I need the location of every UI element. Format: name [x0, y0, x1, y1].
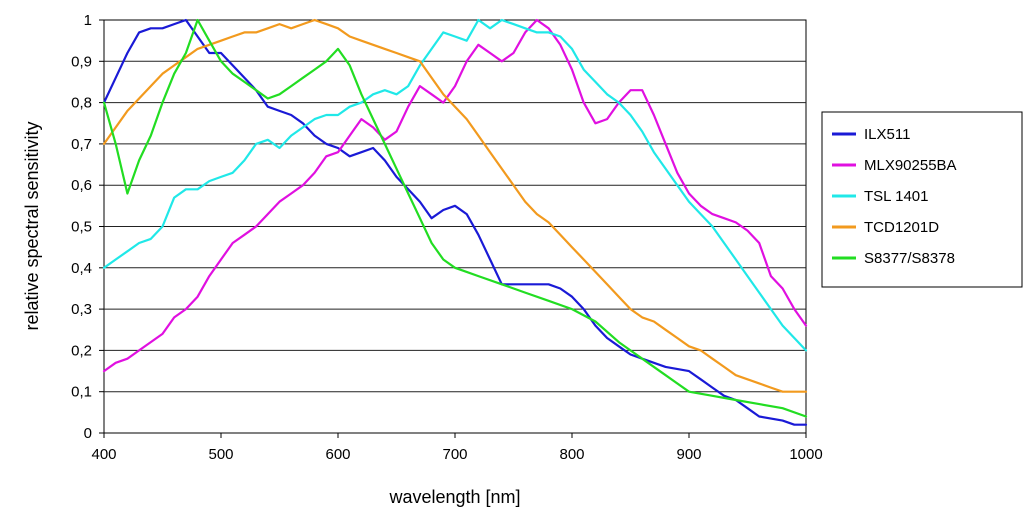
- series-line-tcd1201d: [102, 18, 808, 393]
- y-tick-label: 0,4: [71, 260, 92, 277]
- series-line-tsl-1401: [102, 18, 808, 352]
- legend-label-mlx90255ba: MLX90255BA: [864, 157, 957, 174]
- x-tick-label: 700: [442, 446, 467, 463]
- y-tick-label: 0,6: [71, 177, 92, 194]
- y-tick-label: 0,5: [71, 219, 92, 236]
- legend-label-tcd1201d: TCD1201D: [864, 219, 939, 236]
- x-tick-label: 800: [559, 446, 584, 463]
- y-tick-label: 0,1: [71, 384, 92, 401]
- y-tick-label: 0: [84, 425, 92, 442]
- y-tick-label: 0,2: [71, 342, 92, 359]
- y-tick-label: 1: [84, 12, 92, 29]
- legend-label-ilx511: ILX511: [864, 126, 910, 143]
- x-tick-label: 1000: [789, 446, 822, 463]
- y-axis: 0 0,1 0,2 0,3 0,4 0,5 0,6 0,7 0,8 0,9 1: [71, 12, 104, 442]
- legend: ILX511 MLX90255BA TSL 1401 TCD1201D S8377/S8…: [821, 111, 1023, 288]
- x-axis-label: wavelength [nm]: [388, 487, 520, 507]
- x-axis: 400 500 600 700 800 900 1000: [91, 433, 823, 463]
- x-tick-label: 900: [676, 446, 701, 463]
- x-tick-label: 400: [91, 446, 116, 463]
- x-tick-label: 600: [325, 446, 350, 463]
- x-tick-label: 500: [208, 446, 233, 463]
- legend-label-s8377-s8378: S8377/S8378: [864, 250, 955, 267]
- y-tick-label: 0,8: [71, 95, 92, 112]
- legend-label-tsl-1401: TSL 1401: [864, 188, 929, 205]
- series-line-ilx511: [102, 18, 808, 426]
- y-tick-label: 0,7: [71, 136, 92, 153]
- series-line-s8377-s8378: [102, 18, 808, 418]
- series-lines: [102, 18, 808, 426]
- y-tick-label: 0,9: [71, 53, 92, 70]
- y-axis-label: relative spectral sensitivity: [22, 121, 42, 330]
- series-line-mlx90255ba: [102, 18, 808, 373]
- y-tick-label: 0,3: [71, 301, 92, 318]
